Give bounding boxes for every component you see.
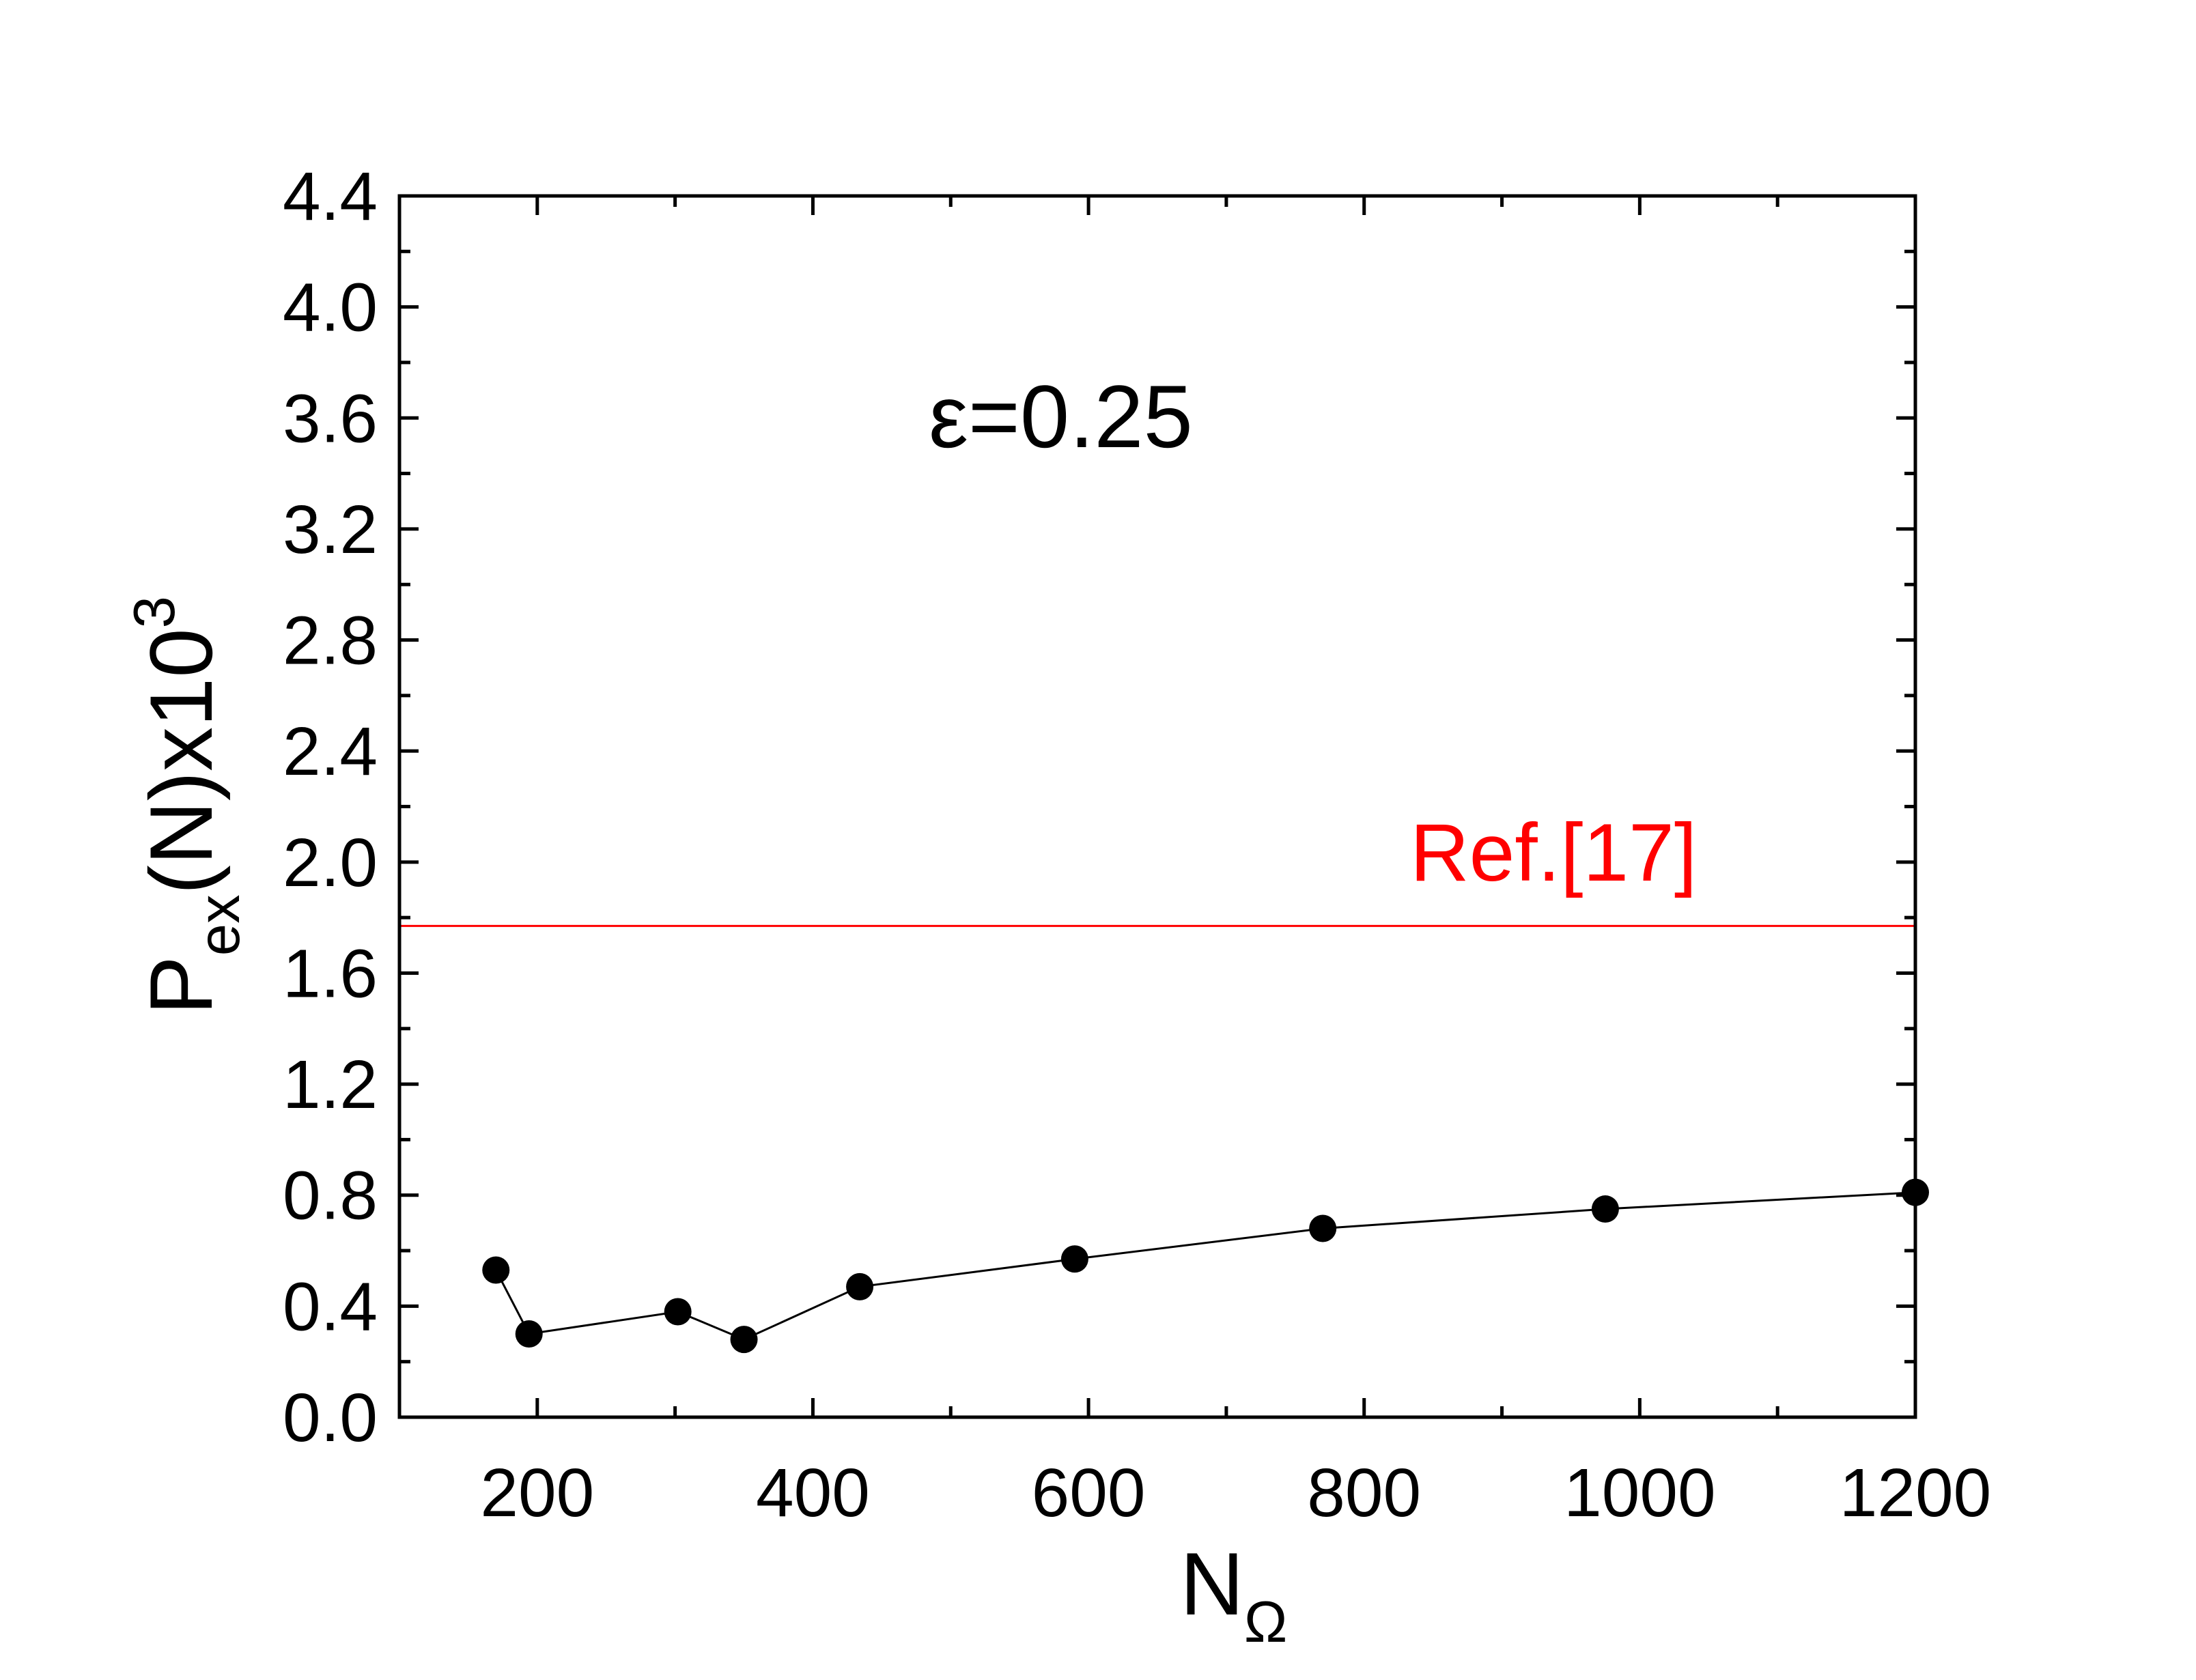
x-axis-title: NΩ bbox=[1180, 1534, 1287, 1655]
x-tick-label: 800 bbox=[1307, 1455, 1421, 1531]
y-tick-label: 3.6 bbox=[283, 380, 378, 457]
y-tick-label: 4.4 bbox=[283, 158, 378, 235]
reference-line-label: Ref.[17] bbox=[1410, 807, 1697, 898]
x-tick-label: 400 bbox=[756, 1455, 870, 1531]
y-axis-title-sub: ex bbox=[187, 894, 252, 956]
x-axis-title-main: N bbox=[1180, 1534, 1244, 1634]
x-tick-label: 1000 bbox=[1564, 1455, 1715, 1531]
data-point bbox=[482, 1256, 510, 1284]
y-tick-label: 2.8 bbox=[283, 603, 378, 679]
y-axis-title-sup: 3 bbox=[122, 596, 187, 628]
y-tick-label: 4.0 bbox=[283, 270, 378, 346]
x-tick-label: 200 bbox=[480, 1455, 594, 1531]
data-point bbox=[664, 1298, 692, 1326]
ticks-layer: 0.0 0.4 0.8 1.2 1.6 2.0 2.4 2.8 3.2 3.6 4.0 4.4 200 4… bbox=[283, 158, 1991, 1531]
y-tick-label: 0.8 bbox=[283, 1158, 378, 1234]
series-layer bbox=[482, 1178, 1929, 1354]
series-line bbox=[494, 1191, 1916, 1341]
x-tick-label: 1200 bbox=[1840, 1455, 1991, 1531]
y-tick-label: 2.0 bbox=[283, 825, 378, 901]
y-tick-label: 2.4 bbox=[283, 713, 378, 790]
y-axis-title-rest: (N)x10 bbox=[131, 628, 231, 894]
y-tick-label: 1.2 bbox=[283, 1047, 378, 1123]
y-axis-title-main: P bbox=[131, 956, 231, 1015]
y-tick-label: 1.6 bbox=[283, 935, 378, 1012]
data-point bbox=[1591, 1195, 1619, 1223]
annotation-epsilon: ε=0.25 bbox=[929, 367, 1193, 466]
data-point bbox=[1309, 1214, 1337, 1242]
y-tick-label: 3.2 bbox=[283, 492, 378, 568]
data-point bbox=[515, 1320, 543, 1348]
plot-frame bbox=[397, 194, 1917, 1419]
data-point bbox=[846, 1272, 874, 1300]
y-axis-title: Pex(N)x103 bbox=[122, 596, 252, 1015]
y-tick-label: 0.0 bbox=[283, 1380, 378, 1456]
x-tick-label: 600 bbox=[1032, 1455, 1146, 1531]
data-point bbox=[730, 1326, 758, 1354]
y-tick-label: 0.4 bbox=[283, 1268, 378, 1345]
x-axis-title-sub: Ω bbox=[1244, 1590, 1288, 1655]
data-point bbox=[1060, 1245, 1088, 1273]
